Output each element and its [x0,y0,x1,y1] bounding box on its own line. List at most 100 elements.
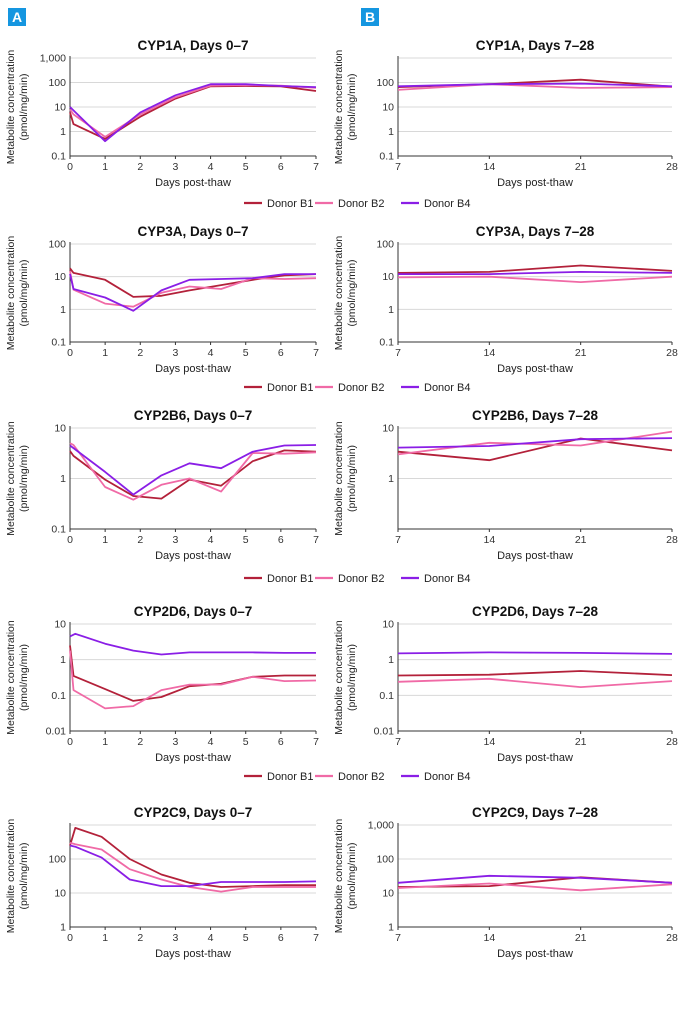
chart-7-series-donor-b2-line [397,677,673,688]
chart-3-series-donor-b4-line [398,270,673,276]
chart-6-xtick-label: 0 [67,736,73,748]
chart-6-y-axis-label: Metabolite concentration [5,620,17,735]
chart-0-xtick-label: 2 [137,161,143,173]
chart-4-ytick-label: 1 [60,473,66,485]
chart-6-ytick-label: 1 [60,654,66,666]
chart-3-x-axis-label: Days post-thaw [497,363,573,375]
chart-6-ytick-label: 10 [54,619,66,631]
legend-2-label: Donor B2 [338,573,384,585]
chart-7-ytick-label: 0.1 [379,690,394,702]
chart-4-series-donor-b1-line [69,449,317,500]
chart-8-y-axis-unit: (pmol/mg/min) [18,842,30,909]
chart-2-xtick-label: 4 [208,347,214,359]
chart-9-xtick-label: 28 [666,932,678,944]
chart-7-xtick-label: 14 [483,736,495,748]
chart-2-y-axis-unit: (pmol/mg/min) [18,259,30,326]
chart-7-xtick-label: 7 [395,736,401,748]
chart-1-ytick-label: 0.1 [379,151,394,163]
chart-0-xtick-label: 7 [313,161,319,173]
chart-2-ytick-label: 10 [54,271,66,283]
chart-0-y-axis-unit: (pmol/mg/min) [18,73,30,140]
chart-7-y-axis-label: Metabolite concentration [333,620,345,735]
legend-3-label: Donor B4 [424,771,470,783]
chart-9-ytick-label: 100 [376,854,394,866]
chart-8-x-axis-label: Days post-thaw [155,948,231,960]
chart-9-ytick-label: 1 [388,922,394,934]
chart-6-ytick-label: 0.1 [51,690,66,702]
chart-2-y-axis-label: Metabolite concentration [5,236,17,351]
chart-5-series-donor-b1-line [397,437,673,462]
chart-5-xtick-label: 28 [666,534,678,546]
chart-2-xtick-label: 0 [67,347,73,359]
panel-label-b: B [361,8,379,26]
chart-3-xtick-label: 7 [395,347,401,359]
chart-4-xtick-label: 3 [173,534,179,546]
chart-7-y-axis-unit: (pmol/mg/min) [346,644,358,711]
chart-8-xtick-label: 2 [137,932,143,944]
chart-4-x-axis-label: Days post-thaw [155,550,231,562]
chart-7-xtick-label: 21 [575,736,587,748]
chart-4-xtick-label: 5 [243,534,249,546]
chart-1-y-axis-label: Metabolite concentration [333,50,345,165]
panel-label-a: A [8,8,26,26]
chart-1-series-donor-b4-line [397,82,673,88]
chart-8-xtick-label: 7 [313,932,319,944]
chart-9-xtick-label: 14 [483,932,495,944]
chart-2-xtick-label: 7 [313,347,319,359]
chart-9-x-axis-label: Days post-thaw [497,948,573,960]
chart-9-y-axis-label: Metabolite concentration [333,819,345,934]
chart-8-xtick-label: 3 [173,932,179,944]
chart-4-series-donor-b2-line [69,442,317,501]
chart-6-xtick-label: 7 [313,736,319,748]
chart-4-xtick-label: 4 [208,534,214,546]
chart-3-series-donor-b1-line [397,264,673,274]
chart-8-series-donor-b4-line [69,844,317,887]
chart-8-xtick-label: 1 [102,932,108,944]
chart-4-ytick-label: 0.1 [51,524,66,536]
chart-3-ytick-label: 0.1 [379,337,394,349]
chart-1-xtick-label: 7 [395,161,401,173]
chart-3-xtick-label: 14 [483,347,495,359]
chart-5-ytick-label: 10 [382,423,394,435]
chart-6-xtick-label: 2 [137,736,143,748]
chart-0-xtick-label: 1 [102,161,108,173]
chart-0-ytick-label: 10 [54,102,66,114]
chart-3-xtick-label: 21 [575,347,587,359]
chart-0-series-donor-b4-line [69,83,317,143]
chart-6-series-donor-b4-line [69,632,316,656]
chart-3-xtick-label: 28 [666,347,678,359]
chart-3-title: CYP3A, Days 7–28 [476,224,595,239]
chart-6-y-axis-unit: (pmol/mg/min) [18,644,30,711]
chart-6-xtick-label: 5 [243,736,249,748]
chart-6-xtick-label: 3 [173,736,179,748]
chart-7-x-axis-label: Days post-thaw [497,752,573,764]
chart-4-series-donor-b4-line [69,444,317,496]
chart-2-series-donor-b1-line [69,267,317,298]
chart-5-series-donor-b4-line [397,437,673,449]
chart-6-xtick-label: 4 [208,736,214,748]
chart-0-y-axis-label: Metabolite concentration [5,50,17,165]
chart-8-xtick-label: 5 [243,932,249,944]
legend-1-label: Donor B4 [424,382,470,394]
chart-2-xtick-label: 1 [102,347,108,359]
chart-0-xtick-label: 5 [243,161,249,173]
chart-5-xtick-label: 21 [575,534,587,546]
chart-2-ytick-label: 1 [60,304,66,316]
chart-8-series-donor-b2-line [69,841,316,893]
chart-7-ytick-label: 10 [382,619,394,631]
chart-0-xtick-label: 4 [208,161,214,173]
chart-5-title: CYP2B6, Days 7–28 [472,408,599,423]
chart-2-xtick-label: 2 [137,347,143,359]
legend-0-label: Donor B1 [267,198,313,210]
chart-4-xtick-label: 2 [137,534,143,546]
chart-4-xtick-label: 6 [278,534,284,546]
chart-3-ytick-label: 1 [388,304,394,316]
chart-0-xtick-label: 6 [278,161,284,173]
chart-8-ytick-label: 1 [60,922,66,934]
chart-8-xtick-label: 0 [67,932,73,944]
chart-3-y-axis-unit: (pmol/mg/min) [346,259,358,326]
chart-6-title: CYP2D6, Days 0–7 [134,604,253,619]
chart-9-y-axis-unit: (pmol/mg/min) [346,842,358,909]
chart-2-x-axis-label: Days post-thaw [155,363,231,375]
chart-7-ytick-label: 0.01 [374,726,395,738]
